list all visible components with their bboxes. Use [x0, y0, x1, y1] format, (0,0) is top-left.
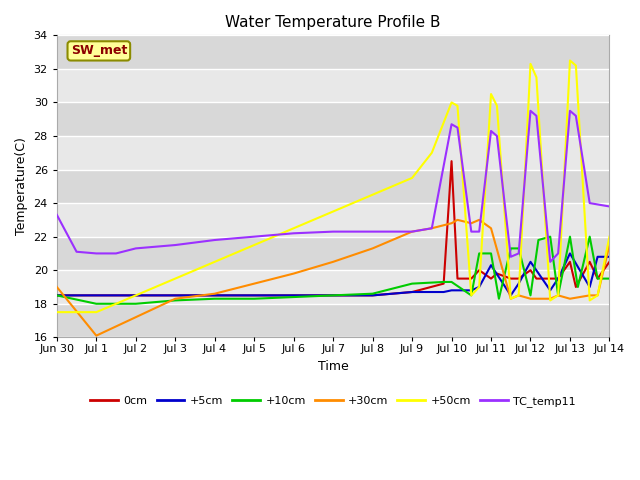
Bar	[57, 169, 609, 203]
Legend: 0cm, +5cm, +10cm, +30cm, +50cm, TC_temp11: 0cm, +5cm, +10cm, +30cm, +50cm, TC_temp1…	[86, 391, 580, 411]
Bar	[57, 102, 609, 136]
Y-axis label: Temperature(C): Temperature(C)	[15, 137, 28, 235]
Bar	[57, 270, 609, 304]
Bar	[57, 304, 609, 337]
Bar	[57, 203, 609, 237]
Bar	[57, 36, 609, 69]
Title: Water Temperature Profile B: Water Temperature Profile B	[225, 15, 441, 30]
Bar	[57, 237, 609, 270]
Text: SW_met: SW_met	[70, 44, 127, 58]
Bar	[57, 136, 609, 169]
X-axis label: Time: Time	[318, 360, 349, 373]
Bar	[57, 69, 609, 102]
